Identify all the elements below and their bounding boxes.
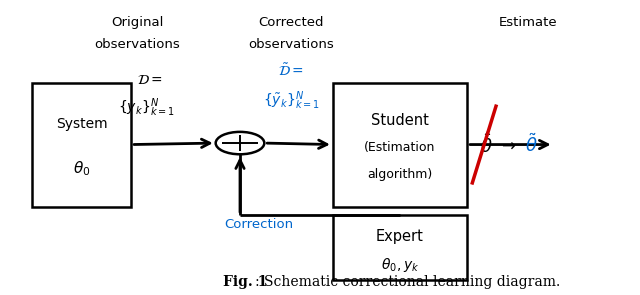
Text: (Estimation: (Estimation <box>364 141 436 154</box>
Text: algorithm): algorithm) <box>367 168 433 181</box>
FancyBboxPatch shape <box>333 215 467 280</box>
Text: $\{y_k\}_{k=1}^{N}$: $\{y_k\}_{k=1}^{N}$ <box>118 96 174 119</box>
Text: System: System <box>56 117 108 131</box>
Text: Student: Student <box>371 114 429 128</box>
Text: $\hat{\theta}$: $\hat{\theta}$ <box>480 132 493 157</box>
Text: $\tilde{\mathcal{D}} =$: $\tilde{\mathcal{D}} =$ <box>278 63 304 79</box>
FancyBboxPatch shape <box>32 83 131 206</box>
Text: : Schematic correctional learning diagram.: : Schematic correctional learning diagra… <box>255 275 560 289</box>
Text: Original: Original <box>111 16 164 29</box>
Text: $\rightarrow$: $\rightarrow$ <box>499 135 516 154</box>
Text: Estimate: Estimate <box>499 16 557 29</box>
Text: Correction: Correction <box>225 218 294 231</box>
FancyBboxPatch shape <box>333 83 467 206</box>
Text: $\theta_0$: $\theta_0$ <box>73 159 90 178</box>
Text: Fig. 1: Fig. 1 <box>223 275 267 289</box>
Text: $\{\tilde{y}_k\}_{k=1}^{N}$: $\{\tilde{y}_k\}_{k=1}^{N}$ <box>262 89 320 112</box>
Text: observations: observations <box>248 38 334 51</box>
Text: $\mathcal{D} =$: $\mathcal{D} =$ <box>138 73 163 87</box>
Text: Expert: Expert <box>376 229 424 243</box>
Text: $\tilde{\theta}$: $\tilde{\theta}$ <box>525 133 538 156</box>
Text: observations: observations <box>95 38 180 51</box>
Text: Corrected: Corrected <box>259 16 324 29</box>
Circle shape <box>216 132 264 154</box>
Text: $\theta_0, y_k$: $\theta_0, y_k$ <box>381 256 419 275</box>
